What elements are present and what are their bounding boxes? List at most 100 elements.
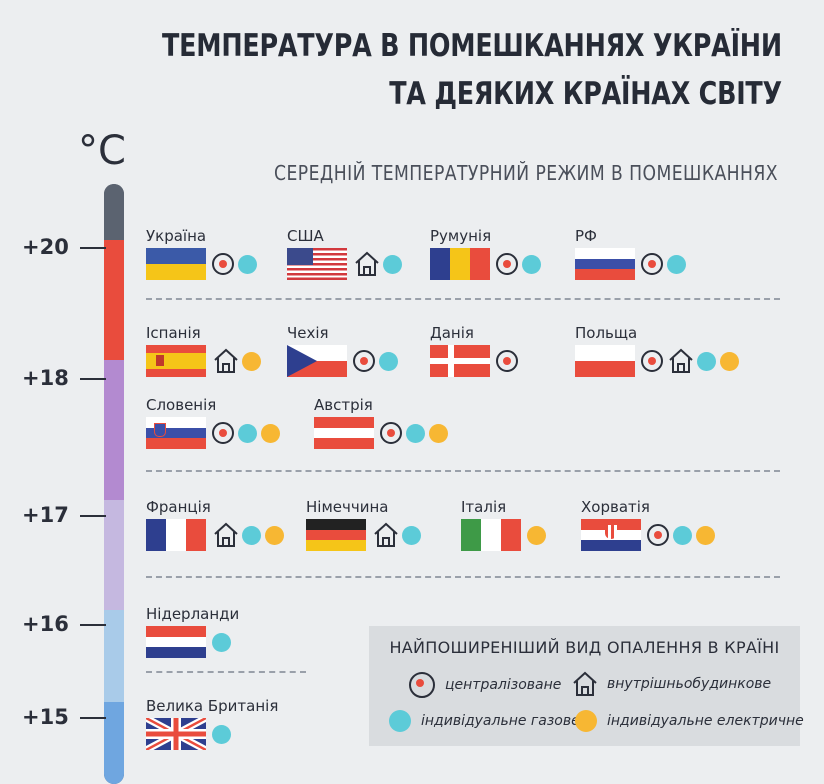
inhouse-heating-icon [353, 250, 381, 278]
gas-heating-icon [402, 525, 421, 545]
gas-heating-icon [242, 525, 261, 545]
electric-heating-icon [575, 710, 597, 732]
central-heating-icon [409, 672, 435, 698]
country-name: Польща [575, 324, 638, 342]
electric-heating-icon [429, 423, 448, 443]
gas-heating-icon [389, 710, 411, 732]
country-name: Нідерланди [146, 605, 240, 623]
flag-france-icon [146, 519, 206, 551]
country-name: США [287, 227, 324, 245]
subtitle: СЕРЕДНІЙ ТЕМПЕРАТУРНИЙ РЕЖИМ В ПОМЕШКАНН… [274, 161, 778, 185]
country-germany: Німеччина [306, 497, 425, 551]
gas-heating-icon [212, 632, 231, 652]
country-uk: Велика Британія [146, 696, 278, 750]
central-heating-icon [496, 253, 518, 275]
tick [80, 515, 106, 517]
temp-label-20: +20 [22, 235, 69, 259]
central-heating-icon [641, 350, 663, 372]
tick [80, 624, 106, 626]
country-czech: Чехія [287, 323, 402, 377]
legend-label: внутрішньобудинкове [607, 676, 772, 692]
legend-label: централізоване [445, 677, 562, 693]
legend-title: НАЙПОШИРЕНІШИЙ ВИД ОПАЛЕННЯ В КРАЇНІ [389, 638, 780, 657]
legend-label: індивідуальне газове [421, 713, 580, 729]
central-heating-icon [380, 422, 402, 444]
gas-heating-icon [212, 724, 231, 744]
gas-heating-icon [673, 525, 692, 545]
country-rf: РФ [575, 226, 690, 280]
country-name: Румунія [430, 227, 492, 245]
legend: НАЙПОШИРЕНІШИЙ ВИД ОПАЛЕННЯ В КРАЇНІ цен… [369, 626, 804, 746]
country-name: Чехія [287, 324, 329, 342]
gas-heating-icon [383, 254, 402, 274]
page-title: ТЕМПЕРАТУРА В ПОМЕШКАННЯХ УКРАЇНИ ТА ДЕЯ… [162, 22, 782, 118]
tick [80, 247, 106, 249]
legend-item-gas: індивідуальне газове [389, 710, 580, 732]
central-heating-icon [212, 253, 234, 275]
flag-denmark-icon [430, 345, 490, 377]
country-austria: Австрія [314, 395, 452, 449]
country-croatia: Хорватія [581, 497, 719, 551]
gas-heating-icon [238, 423, 257, 443]
legend-label: індивідуальне електричне [607, 713, 804, 729]
gas-heating-icon [406, 423, 425, 443]
country-name: Франція [146, 498, 211, 516]
country-ukraine: Україна [146, 226, 261, 280]
country-spain: Іспанія [146, 323, 265, 377]
central-heating-icon [212, 422, 234, 444]
flag-austria-icon [314, 417, 374, 449]
flag-germany-icon [306, 519, 366, 551]
country-name: Іспанія [146, 324, 201, 342]
unit-label: °C [78, 128, 126, 174]
country-name: Австрія [314, 396, 373, 414]
gas-heating-icon [238, 254, 257, 274]
country-poland: Польща [575, 323, 743, 377]
country-france: Франція [146, 497, 288, 551]
electric-heating-icon [265, 525, 284, 545]
tick [80, 717, 106, 719]
country-name: Словенія [146, 396, 217, 414]
gas-heating-icon [379, 351, 398, 371]
flag-croatia-icon [581, 519, 641, 551]
country-name: Велика Британія [146, 697, 279, 715]
tick [80, 378, 106, 380]
legend-item-electric: індивідуальне електричне [575, 710, 804, 732]
flag-czech-icon [287, 345, 347, 377]
gas-heating-icon [697, 351, 716, 371]
country-romania: Румунія [430, 226, 545, 280]
flag-romania-icon [430, 248, 490, 280]
country-netherlands: Нідерланди [146, 604, 239, 658]
country-usa: США [287, 226, 406, 280]
inhouse-heating-icon [372, 521, 400, 549]
country-name: Данія [430, 324, 474, 342]
flag-ukraine-icon [146, 248, 206, 280]
electric-heating-icon [527, 525, 546, 545]
country-name: Італія [461, 498, 507, 516]
flag-netherlands-icon [146, 626, 206, 658]
temp-label-17: +17 [22, 503, 69, 527]
country-denmark: Данія [430, 323, 522, 377]
electric-heating-icon [261, 423, 280, 443]
thermometer-bar [104, 184, 124, 784]
legend-item-inhouse: внутрішньобудинкове [571, 670, 771, 698]
temp-label-18: +18 [22, 366, 69, 390]
title-line-2: ТА ДЕЯКИХ КРАЇНАХ СВІТУ [389, 76, 782, 112]
central-heating-icon [641, 253, 663, 275]
electric-heating-icon [720, 351, 739, 371]
country-name: Німеччина [306, 498, 389, 516]
flag-uk-icon [146, 718, 206, 750]
divider [146, 671, 306, 673]
electric-heating-icon [696, 525, 715, 545]
inhouse-heating-icon [571, 670, 599, 698]
country-name: РФ [575, 227, 597, 245]
gas-heating-icon [667, 254, 686, 274]
temp-label-15: +15 [22, 705, 69, 729]
gas-heating-icon [522, 254, 541, 274]
temp-label-16: +16 [22, 612, 69, 636]
flag-rf-icon [575, 248, 635, 280]
country-name: Україна [146, 227, 207, 245]
inhouse-heating-icon [212, 521, 240, 549]
electric-heating-icon [242, 351, 261, 371]
title-line-1: ТЕМПЕРАТУРА В ПОМЕШКАННЯХ УКРАЇНИ [162, 28, 782, 64]
flag-italy-icon [461, 519, 521, 551]
